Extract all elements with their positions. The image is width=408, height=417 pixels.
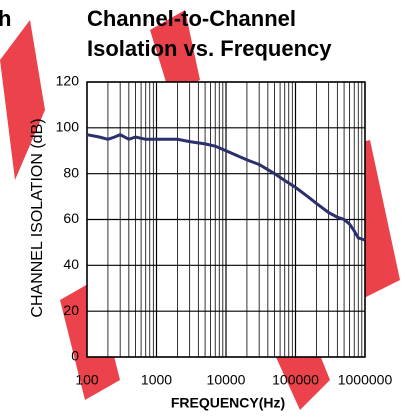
x-axis-label: FREQUENCY(Hz) [171,395,285,411]
y-tick-label: 80 [63,164,79,180]
y-tick-label: 120 [56,73,80,89]
x-tick-label: 10000 [207,372,246,388]
x-tick-label: 100 [75,372,99,388]
chart-title: Isolation vs. Frequency [87,36,332,61]
y-tick-label: 20 [63,302,79,318]
y-axis-label: CHANNEL ISOLATION (dB) [29,118,46,317]
y-tick-label: 60 [63,210,79,226]
plot-frame [86,81,366,358]
chart-title: Channel-to-Channel [87,6,296,31]
fragment-text: h [0,6,11,31]
data-line [86,133,366,242]
x-tick-label: 1000000 [338,372,393,388]
y-tick-label: 100 [56,119,80,135]
y-tick-label: 40 [63,256,79,272]
x-tick-label: 100000 [272,372,319,388]
x-tick-label: 1000 [141,372,172,388]
y-tick-label: 0 [71,348,79,364]
